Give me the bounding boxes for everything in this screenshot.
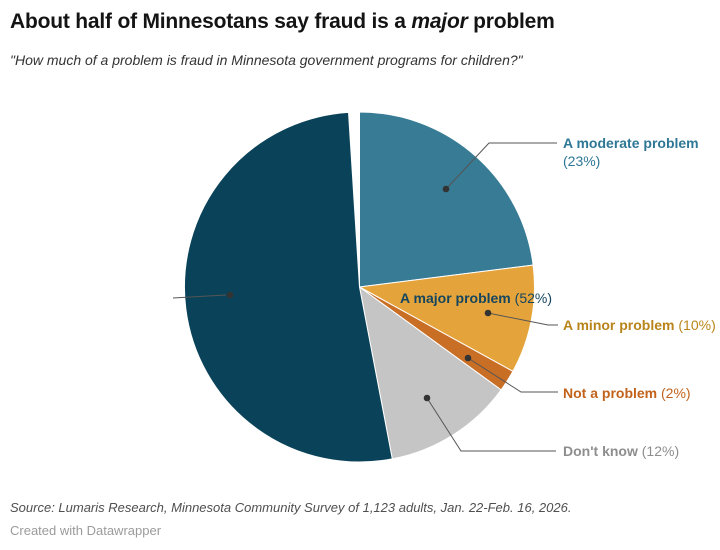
leader-dot-a-moderate-problem — [442, 185, 450, 193]
leader-line-a-major-problem — [172, 294, 227, 299]
leader-dot-don-t-know — [423, 394, 431, 402]
chart-title: About half of Minnesotans say fraud is a… — [10, 10, 555, 34]
leader-line-a-minor-problem — [487, 312, 558, 326]
leader-dot-not-a-problem — [464, 354, 472, 362]
leader-line-a-moderate-problem — [445, 142, 557, 190]
pie-slice-a-minor-problem — [357, 264, 535, 372]
leader-line-don-t-know — [426, 397, 556, 452]
chart-title-prefix: About half of Minnesotans say fraud is a — [10, 10, 412, 33]
pie-slice-don-t-know — [358, 285, 502, 460]
leader-dot-a-minor-problem — [484, 309, 492, 317]
leader-line-not-a-problem — [467, 357, 558, 393]
source-note: Source: Lumaris Research, Minnesota Comm… — [10, 500, 572, 515]
datawrapper-attribution-link[interactable]: Created with Datawrapper — [10, 523, 162, 538]
chart-subtitle: "How much of a problem is fraud in Minne… — [10, 52, 523, 68]
chart-title-emphasis: major — [411, 10, 468, 33]
chart-title-suffix: problem — [467, 10, 555, 33]
pie-slice-a-major-problem — [183, 111, 393, 463]
leader-dot-a-major-problem — [226, 291, 234, 299]
pie-slice-a-moderate-problem — [359, 111, 534, 288]
